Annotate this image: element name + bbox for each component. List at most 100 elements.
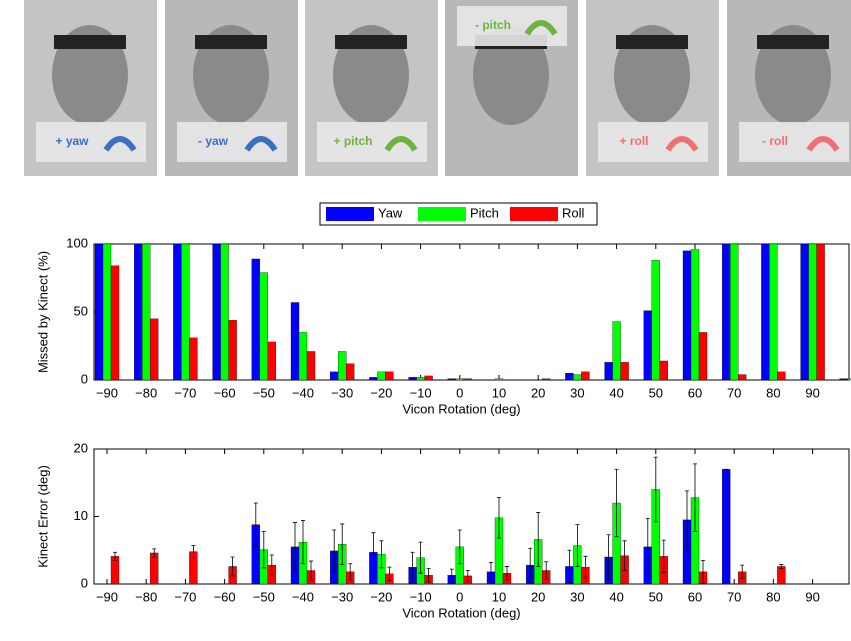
bar (769, 244, 777, 380)
panel-label: + yaw (55, 134, 89, 148)
bar (268, 342, 276, 380)
x-tick-label: −40 (292, 385, 314, 400)
x-tick-label: −60 (214, 589, 236, 604)
bar (189, 338, 197, 380)
x-tick-label: 80 (766, 589, 780, 604)
x-tick-label: 60 (688, 589, 702, 604)
x-tick-label: 30 (570, 589, 584, 604)
x-tick-label: 40 (609, 589, 623, 604)
bar (456, 379, 464, 380)
panel-label: - pitch (475, 18, 511, 32)
bar (565, 373, 573, 380)
x-tick-label: 0 (456, 385, 463, 400)
bar (730, 244, 738, 380)
bar (417, 377, 425, 380)
bar (103, 244, 111, 380)
headband (757, 35, 829, 49)
x-tick-label: −90 (96, 385, 118, 400)
bar (605, 362, 613, 380)
bar (221, 244, 229, 380)
bar (621, 362, 629, 380)
x-tick-label: 90 (805, 589, 819, 604)
bar (299, 332, 307, 380)
bar (173, 244, 181, 380)
bar (809, 244, 817, 380)
bar (369, 377, 377, 380)
bar (542, 379, 550, 380)
bar (722, 244, 730, 380)
panel-label: - roll (762, 134, 788, 148)
legend-swatch (418, 207, 466, 221)
figure: + yaw- yaw+ pitch- pitch+ roll- rollYawP… (0, 0, 851, 636)
bar (581, 372, 589, 380)
bar (738, 375, 746, 380)
x-tick-label: −80 (135, 589, 157, 604)
bar (652, 260, 660, 380)
bar (307, 351, 315, 380)
x-tick-label: −30 (331, 589, 353, 604)
headband (54, 35, 126, 49)
bar (95, 244, 103, 380)
x-tick-label: 60 (688, 385, 702, 400)
bar (111, 266, 119, 380)
x-tick-label: −90 (96, 589, 118, 604)
bar (817, 244, 825, 380)
y-tick-label: 20 (74, 440, 88, 455)
bar (777, 566, 785, 584)
bar (495, 379, 503, 380)
bar (801, 244, 809, 380)
bar (448, 379, 456, 380)
bar (330, 372, 338, 380)
panel-label: + pitch (333, 134, 372, 148)
bar (464, 379, 472, 380)
x-tick-label: 20 (531, 385, 545, 400)
x-tick-label: 90 (805, 385, 819, 400)
y-axis-label: Kinect Error (deg) (35, 465, 50, 568)
x-tick-label: −20 (370, 589, 392, 604)
x-tick-label: −10 (410, 589, 432, 604)
bar (377, 372, 385, 380)
bar (346, 364, 354, 380)
legend-swatch (326, 207, 374, 221)
x-tick-label: 50 (649, 589, 663, 604)
bar (660, 361, 668, 380)
x-tick-label: 70 (727, 385, 741, 400)
x-tick-label: 40 (609, 385, 623, 400)
bar (385, 372, 393, 380)
x-tick-label: −10 (410, 385, 432, 400)
bar (134, 244, 142, 380)
bar (722, 469, 730, 584)
bar (840, 379, 848, 380)
legend-label: Roll (562, 205, 585, 220)
x-tick-label: 50 (649, 385, 663, 400)
bar (409, 377, 417, 380)
x-tick-label: 20 (531, 589, 545, 604)
x-tick-label: 30 (570, 385, 584, 400)
bar (260, 273, 268, 380)
bar (644, 311, 652, 380)
y-tick-label: 100 (66, 235, 88, 250)
bar (761, 244, 769, 380)
legend-swatch (510, 207, 558, 221)
headband (616, 35, 688, 49)
y-tick-label: 10 (74, 508, 88, 523)
x-axis-label: Vicon Rotation (deg) (402, 401, 520, 416)
bar (181, 244, 189, 380)
x-tick-label: 70 (727, 589, 741, 604)
bar (573, 375, 581, 380)
x-tick-label: −50 (253, 589, 275, 604)
plot-frame (94, 449, 849, 584)
x-tick-label: 80 (766, 385, 780, 400)
panel-label: + roll (619, 134, 648, 148)
x-tick-label: 10 (492, 589, 506, 604)
x-tick-label: −60 (214, 385, 236, 400)
bar (150, 319, 158, 380)
bar (425, 376, 433, 380)
bar (613, 322, 621, 380)
x-tick-label: −20 (370, 385, 392, 400)
bar (142, 244, 150, 380)
bar (777, 372, 785, 380)
bar (338, 351, 346, 380)
bar (252, 259, 260, 380)
panel-label: - yaw (198, 134, 229, 148)
